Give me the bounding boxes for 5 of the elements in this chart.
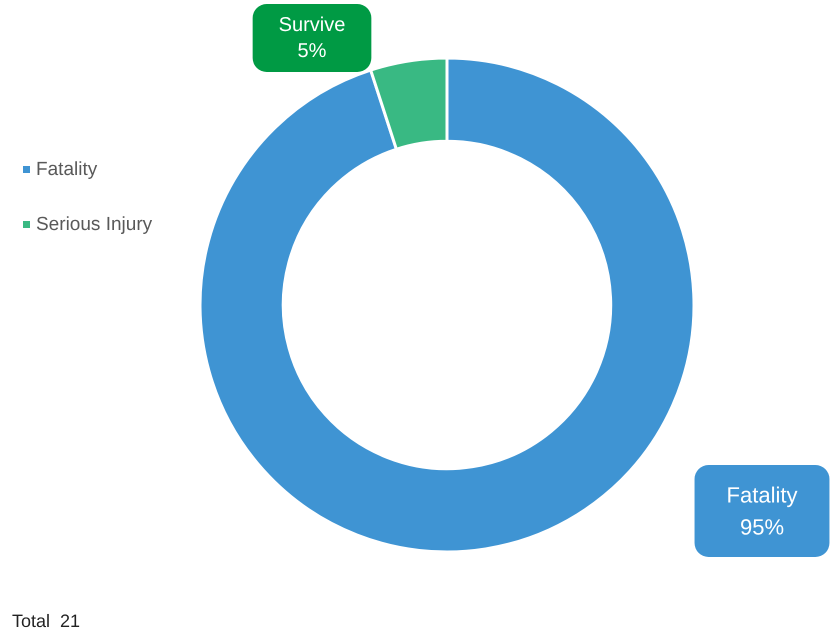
data-label: Fatality 95% xyxy=(726,482,798,540)
text: Total 21 xyxy=(12,611,80,631)
legend-label: Fatality xyxy=(36,159,98,180)
data-label: Survive 5% xyxy=(278,14,346,62)
legend-label: Serious Injury xyxy=(36,214,153,235)
